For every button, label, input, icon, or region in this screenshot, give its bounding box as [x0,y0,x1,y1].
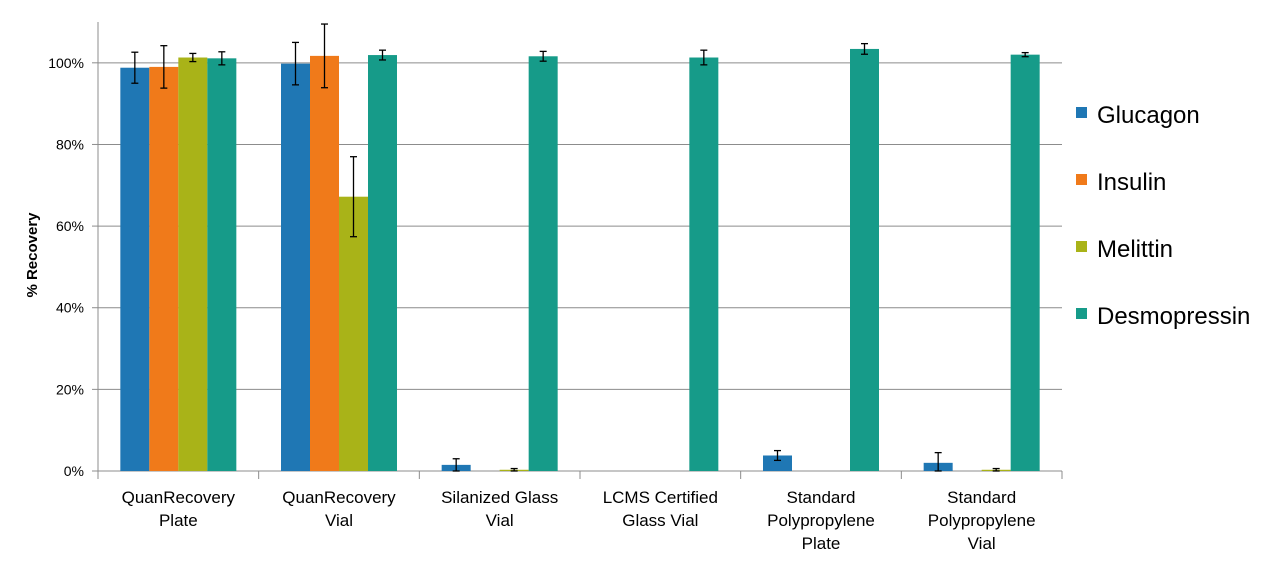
bar-glucagon [120,67,150,471]
bar-melittin [178,57,208,472]
x-tick-labels: QuanRecovery Plate QuanRecovery Vial Silaniz… [122,488,1036,553]
legend-label: Desmopressin [1097,303,1250,330]
legend-swatch [1076,107,1087,118]
y-tick-label: 20% [56,381,84,397]
legend-swatch [1076,241,1087,252]
x-tick-label: Vial [968,534,996,553]
x-tick-label: Polypropylene [928,511,1036,530]
y-tick-label: 100% [48,55,84,71]
y-tick-label: 80% [56,136,84,152]
bar-desmopressin [207,58,237,471]
bar-insulin [310,55,339,471]
y-axis-label: % Recovery [24,212,41,298]
bar-glucagon [763,455,792,471]
x-tick-label: QuanRecovery [282,488,396,507]
y-tick-label: 40% [56,300,84,316]
x-tick-label: Plate [159,511,198,530]
bar-glucagon [281,63,310,471]
axes [92,22,1063,479]
bar-desmopressin [368,55,397,471]
legend-label: Insulin [1097,169,1166,196]
legend-swatch [1076,308,1087,319]
x-tick-label: Glass Vial [622,511,698,530]
bar-desmopressin [1010,54,1040,472]
bars [120,48,1040,472]
bar-desmopressin [689,57,719,472]
bar-desmopressin [528,56,558,472]
x-tick-label: Standard [787,488,856,507]
error-bars [131,23,1029,472]
x-tick-label: Polypropylene [767,511,875,530]
legend-label: Melittin [1097,236,1173,263]
bar-melittin [339,196,368,471]
y-tick-label: 60% [56,218,84,234]
y-tick-labels: 0% 20% 40% 60% 80% 100% [48,55,84,479]
x-tick-label: Plate [802,534,841,553]
legend-swatch [1076,174,1087,185]
x-tick-label: Vial [486,511,514,530]
x-tick-label: Vial [325,511,353,530]
gridlines [98,62,1062,390]
legend: Glucagon Insulin Melittin Desmopressin [1076,102,1250,330]
x-tick-label: QuanRecovery [122,488,236,507]
x-tick-label: Silanized Glass [441,488,558,507]
y-tick-label: 0% [64,463,84,479]
x-tick-label: Standard [947,488,1016,507]
legend-label: Glucagon [1097,102,1200,129]
bar-insulin [149,66,179,472]
bar-desmopressin [850,48,879,471]
x-tick-label: LCMS Certified [603,488,718,507]
